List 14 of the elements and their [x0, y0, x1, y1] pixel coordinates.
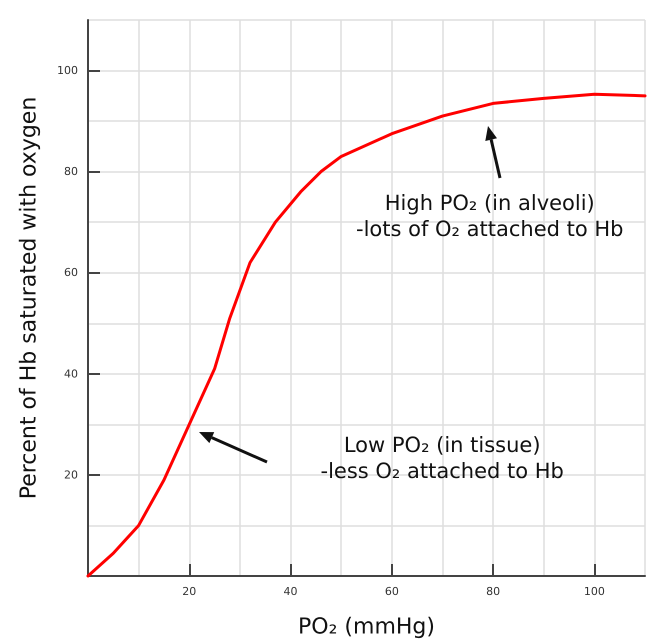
y-tick-label: 40 [64, 367, 78, 380]
x-tick-label: 100 [584, 585, 605, 598]
x-axis-title: PO₂ (mmHg) [298, 614, 435, 640]
x-tick-label: 60 [384, 585, 399, 598]
y-tick-label: 80 [64, 165, 78, 178]
x-tick-label: 20 [182, 585, 196, 598]
x-tick-label: 80 [486, 585, 500, 598]
y-axis-title: Percent of Hb saturated with oxygen [16, 96, 42, 500]
y-tick-label: 20 [64, 468, 78, 482]
y-tick-label: 100 [57, 64, 78, 78]
x-tick-label: 40 [284, 585, 298, 598]
annotation: Low PO₂ (in tissue) -less O₂ attached to Hb [320, 432, 564, 484]
annotation: High PO₂ (in alveoli) -lots of O₂ attached to Hb [356, 190, 624, 242]
y-tick-label: 60 [64, 266, 78, 280]
